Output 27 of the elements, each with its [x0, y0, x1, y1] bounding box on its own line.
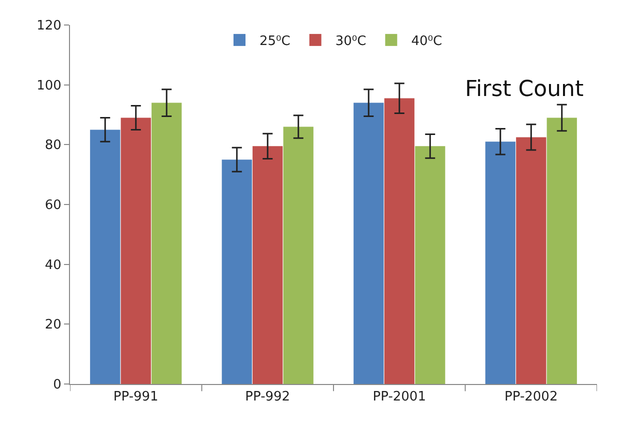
x-tick-label: PP-2002 — [504, 390, 558, 405]
bar — [384, 98, 414, 384]
bar — [354, 102, 384, 384]
y-tick-label: 40 — [44, 258, 62, 273]
x-tick-label: PP-992 — [245, 390, 290, 405]
bar — [222, 160, 252, 384]
bar — [90, 130, 120, 384]
bar — [485, 142, 516, 384]
bar — [252, 146, 283, 384]
bar — [546, 118, 577, 384]
bar — [516, 137, 546, 384]
y-tick-label: 0 — [53, 378, 62, 393]
y-tick-label: 120 — [36, 18, 62, 34]
legend-label: 40⁰C — [411, 34, 442, 50]
legend-label: 25⁰C — [260, 34, 290, 50]
bar — [415, 146, 446, 384]
bar — [120, 118, 151, 384]
x-tick-label: PP-2001 — [372, 390, 426, 405]
bar — [152, 102, 182, 384]
y-tick-label: 20 — [44, 318, 62, 333]
bar — [283, 126, 314, 384]
annotation: First Count — [465, 77, 584, 102]
x-tick-label: PP-991 — [113, 390, 158, 405]
y-tick-label: 80 — [44, 138, 62, 154]
y-tick-label: 60 — [44, 198, 62, 214]
legend-label: 30⁰C — [335, 34, 366, 50]
y-tick-label: 100 — [36, 78, 62, 94]
